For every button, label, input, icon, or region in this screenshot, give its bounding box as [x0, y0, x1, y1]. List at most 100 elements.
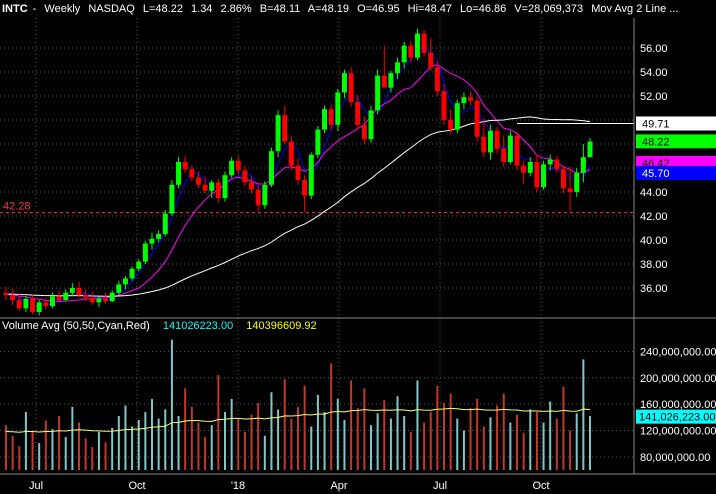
candle-body [89, 297, 95, 303]
candle-body [335, 92, 341, 125]
candle-body [103, 298, 109, 302]
candle-body [142, 243, 148, 262]
candle-body [76, 288, 82, 296]
volume-avg-cyan: 141026223.00 [162, 320, 234, 332]
candle-body [162, 213, 168, 234]
open-price: O=46.95 [357, 3, 400, 15]
candle-body [401, 45, 407, 63]
candle-body [328, 109, 334, 125]
price-tick-label: 52.00 [640, 91, 668, 103]
candle-body [501, 148, 507, 162]
price-tick-label: 44.00 [640, 187, 668, 199]
candle-body [368, 110, 374, 140]
candle-body [448, 120, 454, 130]
volume-value: V=28,069,373 [514, 3, 584, 15]
candle-body [474, 100, 480, 137]
candle-body [129, 268, 135, 279]
candle-body [136, 261, 142, 269]
x-tick-label: '18 [231, 480, 245, 492]
candle-body [182, 162, 188, 170]
candle-body [282, 115, 288, 142]
price-tag-label: 48.22 [642, 136, 670, 148]
candle-body [49, 296, 55, 306]
volume-average-line [5, 407, 591, 433]
candle-body [434, 67, 440, 92]
candle-body [547, 159, 553, 165]
support-label: 42.28 [3, 201, 31, 213]
candle-body [375, 75, 381, 111]
candle-body [36, 302, 42, 312]
price-tag [636, 165, 716, 180]
candle-body [587, 141, 593, 158]
change-percent: 2.86% [220, 3, 252, 15]
candle-body [16, 300, 22, 309]
candle-body [521, 165, 527, 173]
price-tick-label: 42.00 [640, 211, 668, 223]
candle-body [322, 109, 328, 130]
candle-body [122, 278, 128, 285]
volume-tick-label: 200,000,000.00 [640, 373, 716, 385]
volume-avg-tag [636, 409, 716, 424]
candle-body [30, 298, 36, 312]
candle-body [149, 238, 155, 244]
candle-body [355, 102, 361, 125]
volume-bars: 141,026,223.00 [5, 339, 716, 470]
price-tick-label: 56.00 [640, 43, 668, 55]
candle-body [249, 182, 255, 190]
volume-avg-tag-label: 141,026,223.00 [639, 412, 715, 424]
price-tick-label: 36.00 [640, 283, 668, 295]
candle-body [189, 169, 195, 178]
candle-body [43, 302, 49, 306]
candle-body [554, 159, 560, 170]
volume-tick-label: 240,000,000.00 [640, 346, 716, 358]
candle-body [116, 284, 122, 293]
candle-body [262, 184, 268, 206]
candle-body [315, 129, 321, 155]
candle-body [229, 160, 235, 176]
candle-body [3, 292, 9, 296]
x-tick-label: Oct [128, 480, 145, 492]
candlesticks [3, 28, 593, 316]
chart-header: INTC - Weekly NASDAQ L=48.22 1.34 2.86% B… [2, 3, 679, 15]
candle-body [242, 170, 248, 183]
candle-body [428, 52, 434, 68]
candle-body [275, 115, 281, 152]
candle-body [288, 141, 294, 166]
x-axis-labels: Jul Oct '18 Apr Jul Oct [29, 18, 550, 492]
candle-body [348, 73, 354, 102]
candle-body [255, 189, 261, 206]
candle-body [381, 75, 387, 88]
candle-body [83, 295, 89, 298]
symbol-label: INTC [2, 3, 28, 15]
x-tick-label: Jul [29, 480, 43, 492]
candle-body [302, 180, 308, 196]
bid-price: B=48.11 [259, 3, 301, 15]
candle-body [109, 292, 115, 302]
candle-body [202, 184, 208, 191]
candle-body [567, 188, 573, 192]
volume-tick-label: 120,000,000.00 [640, 425, 716, 437]
candle-body [156, 234, 162, 239]
price-tick-label: 40.00 [640, 235, 668, 247]
price-tag [636, 116, 716, 131]
candle-body [487, 130, 493, 153]
candle-body [541, 164, 547, 188]
volume-avg-red: 140396609.92 [246, 320, 317, 332]
candle-body [574, 172, 580, 192]
candle-body [209, 182, 215, 191]
candle-body [580, 157, 586, 173]
candle-body [308, 154, 314, 196]
candle-body [23, 298, 29, 309]
candle-body [454, 103, 460, 130]
candle-body [96, 298, 102, 303]
candle-body [69, 288, 75, 293]
candle-body [441, 91, 447, 120]
x-tick-label: Apr [330, 480, 347, 492]
support-line: 42.28 [0, 201, 634, 214]
candle-body [268, 151, 274, 185]
candle-body [10, 295, 16, 300]
candle-body [527, 162, 533, 173]
exchange-label: NASDAQ [88, 3, 135, 15]
